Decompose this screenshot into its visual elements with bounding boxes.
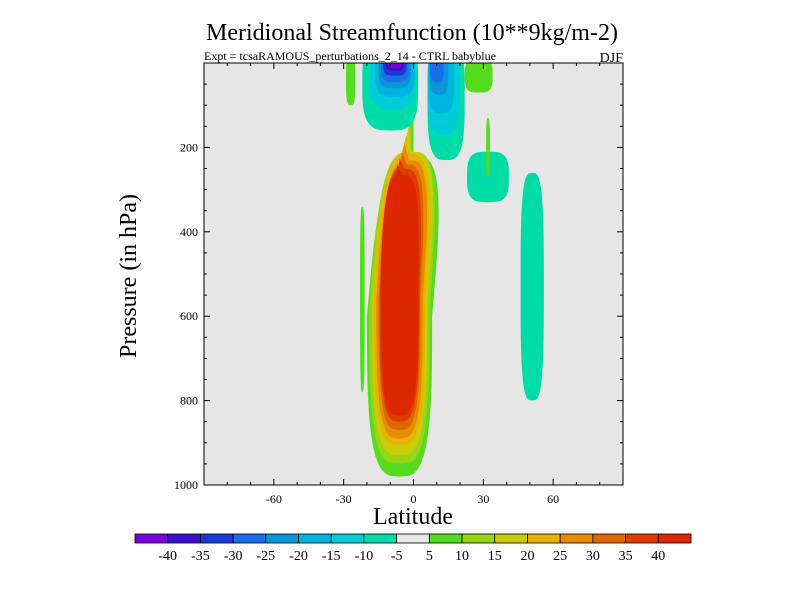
- colorbar-label: -40: [158, 549, 177, 564]
- neg-cell-left: [362, 63, 419, 131]
- colorbar-label: -20: [289, 549, 308, 564]
- y-tick-label: 200: [180, 140, 198, 154]
- colorbar-swatch: [494, 533, 528, 544]
- pos-strip-right: [464, 63, 493, 177]
- colorbar-swatch: [167, 533, 201, 544]
- contour-level-5: [360, 206, 365, 393]
- x-tick-label: -30: [336, 492, 352, 506]
- colorbar-swatch: [592, 533, 626, 544]
- x-axis: -60 -30 0 30 60: [226, 63, 601, 506]
- colorbar-label: -35: [191, 549, 210, 564]
- colorbar-label: -10: [355, 549, 374, 564]
- colorbar-swatch: [200, 533, 234, 544]
- colorbar-label: 25: [553, 549, 567, 564]
- contour-level-5: [464, 63, 493, 93]
- colorbar-label: -15: [322, 549, 341, 564]
- colorbar-swatch: [461, 533, 496, 544]
- chart-title: Meridional Streamfunction (10**9kg/m-2): [206, 20, 618, 46]
- x-tick-label: -60: [266, 492, 282, 506]
- y-axis: 200 400 600 800 1000: [174, 83, 623, 492]
- colorbar-label: -25: [256, 549, 275, 564]
- chart-subtitle-right: DJF: [600, 51, 624, 66]
- contour-level--25: [429, 63, 444, 82]
- colorbar-swatch: [330, 533, 365, 544]
- y-tick-label: 600: [180, 309, 198, 323]
- y-axis-label: Pressure (in hPa): [116, 194, 142, 358]
- contour-fills: [346, 63, 544, 477]
- y-tick-label: 800: [180, 394, 198, 408]
- neg-cell-far-right: [520, 172, 544, 401]
- neg-strip-upper-right: [467, 151, 509, 203]
- neg-cell-right: [427, 63, 465, 161]
- x-tick-label: 0: [411, 492, 417, 506]
- contour-level--5: [520, 172, 544, 401]
- colorbar-swatch: [428, 533, 463, 544]
- colorbar-label: 35: [619, 549, 633, 564]
- colorbar-label: 20: [520, 549, 534, 564]
- y-tick-label: 1000: [174, 478, 198, 492]
- contour-level-5: [346, 63, 356, 106]
- colorbar: -40 -35 -30 -25 -20 -15 -10 -5 5 10 15 20 25 30 35 40: [134, 533, 692, 564]
- colorbar-swatch: [527, 533, 561, 544]
- colorbar-swatch: [265, 533, 299, 544]
- colorbar-label: 15: [488, 549, 502, 564]
- colorbar-label: 40: [651, 549, 665, 564]
- colorbar-swatch: [134, 533, 169, 544]
- colorbar-swatch: [625, 533, 659, 544]
- plot-area: [203, 62, 624, 486]
- contour-level-5: [486, 117, 490, 177]
- colorbar-swatch: [396, 533, 430, 544]
- colorbar-swatch: [559, 533, 594, 544]
- colorbar-label: 10: [455, 549, 469, 564]
- contour-level--5: [467, 151, 509, 203]
- contour-level-40: [380, 164, 419, 416]
- y-tick-label: 400: [180, 225, 198, 239]
- pos-strip-left: [346, 63, 365, 393]
- colorbar-label: 30: [586, 549, 600, 564]
- colorbar-swatch: [363, 533, 398, 544]
- colorbar-swatch: [232, 533, 267, 544]
- pos-overturning-cell: [366, 105, 439, 477]
- chart-subtitle-left: Expt = tcsaRAMOUS_perturbations_2_14 - C…: [204, 49, 496, 63]
- x-axis-label: Latitude: [373, 504, 453, 530]
- colorbar-label: -5: [391, 549, 403, 564]
- colorbar-label: -30: [224, 549, 243, 564]
- colorbar-swatch: [298, 533, 332, 544]
- contour-level--40: [387, 63, 402, 69]
- colorbar-swatch: [657, 533, 692, 544]
- colorbar-label: 5: [426, 549, 433, 564]
- x-tick-label: 30: [477, 492, 489, 506]
- x-tick-label: 60: [547, 492, 559, 506]
